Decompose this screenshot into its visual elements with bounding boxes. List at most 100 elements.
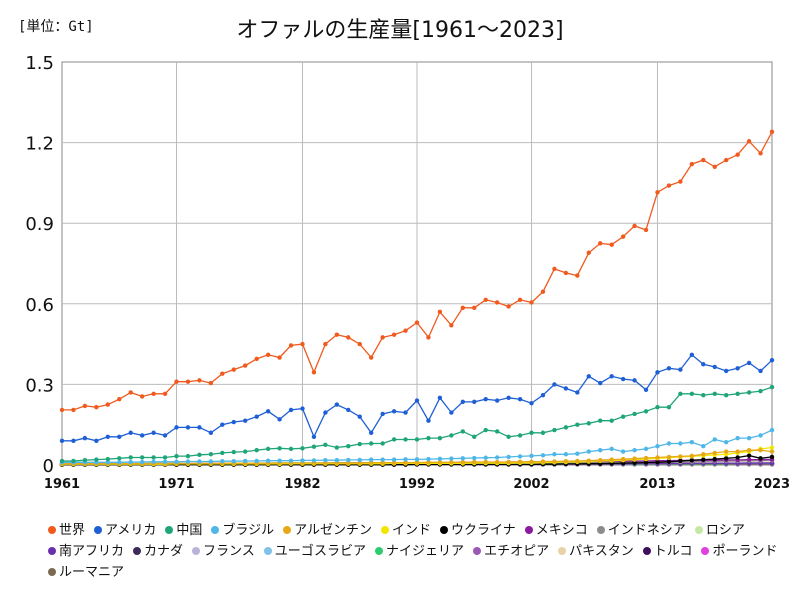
data-point	[357, 441, 362, 447]
data-point	[735, 455, 740, 460]
data-point	[769, 449, 775, 454]
data-point	[758, 433, 763, 438]
x-tick-label: 1971	[158, 477, 194, 492]
data-point	[334, 445, 340, 450]
data-point	[449, 323, 454, 328]
data-point	[437, 309, 443, 315]
data-point	[231, 459, 236, 464]
data-point	[506, 434, 511, 439]
data-point	[334, 332, 340, 337]
data-point	[746, 453, 752, 458]
data-point	[575, 458, 580, 464]
x-tick-label: 2023	[754, 477, 790, 492]
data-point	[128, 459, 133, 465]
data-point	[311, 370, 317, 375]
data-point	[643, 460, 649, 465]
data-point	[529, 300, 534, 305]
unit-label: [単位：Gt]	[18, 19, 94, 35]
data-point	[620, 234, 626, 239]
data-point	[712, 164, 717, 169]
data-point	[243, 449, 248, 454]
data-point	[380, 457, 385, 462]
data-point	[758, 368, 763, 374]
legend-label: ポーランド	[712, 544, 778, 559]
data-point	[609, 418, 614, 423]
legend-item: トルコ	[642, 541, 693, 562]
data-point	[265, 352, 271, 358]
data-point	[323, 442, 328, 448]
data-point	[723, 392, 729, 398]
data-point	[426, 456, 431, 462]
data-point	[460, 305, 466, 311]
data-point	[220, 459, 225, 464]
data-point	[758, 456, 763, 461]
data-point	[254, 458, 259, 464]
data-point	[655, 370, 660, 375]
data-point	[437, 456, 443, 462]
data-point	[769, 129, 775, 135]
legend-item: 世界	[48, 520, 85, 541]
data-point	[403, 457, 408, 462]
data-point	[346, 443, 351, 449]
legend-item: フランス	[192, 541, 255, 562]
data-point	[174, 453, 179, 459]
data-point	[288, 458, 294, 463]
data-point	[632, 448, 637, 453]
data-point	[758, 448, 763, 453]
data-point	[655, 190, 660, 195]
data-point	[517, 459, 523, 464]
data-point	[380, 411, 385, 417]
legend-label: トルコ	[653, 544, 693, 559]
data-point	[185, 425, 191, 430]
data-point	[391, 457, 397, 462]
data-point	[598, 457, 603, 463]
data-point	[586, 421, 591, 426]
data-point	[575, 390, 580, 395]
data-point	[701, 157, 706, 163]
data-point	[403, 460, 408, 465]
data-point	[288, 407, 294, 413]
legend-item: エチオピア	[473, 541, 549, 562]
data-point	[59, 438, 65, 444]
data-point	[59, 458, 65, 464]
data-point	[529, 430, 534, 435]
data-point	[105, 460, 111, 465]
data-point	[311, 458, 317, 463]
data-point	[598, 241, 603, 246]
data-point	[243, 363, 248, 368]
legend-marker	[263, 547, 272, 555]
x-tick-label: 1992	[399, 477, 435, 492]
data-point	[494, 429, 500, 434]
data-point	[666, 405, 672, 410]
data-point	[620, 376, 626, 382]
data-point	[609, 242, 614, 247]
data-point	[403, 437, 408, 442]
data-point	[517, 297, 523, 302]
data-point	[517, 454, 523, 459]
legend-marker	[133, 547, 142, 555]
data-point	[197, 452, 202, 457]
data-point	[323, 457, 328, 463]
data-point	[506, 304, 511, 309]
legend-marker	[440, 526, 449, 534]
data-point	[472, 434, 477, 439]
data-point	[414, 437, 420, 442]
data-point	[529, 453, 534, 459]
data-point	[162, 391, 168, 397]
data-point	[265, 446, 271, 452]
data-point	[563, 459, 569, 464]
data-point	[346, 407, 351, 413]
data-point	[769, 445, 775, 450]
data-point	[666, 454, 672, 460]
data-point	[220, 371, 225, 376]
data-point	[678, 367, 683, 372]
legend-marker	[524, 526, 533, 534]
data-point	[494, 455, 500, 460]
data-point	[701, 457, 706, 462]
data-point	[540, 459, 546, 464]
data-point	[701, 443, 706, 449]
data-point	[701, 392, 706, 398]
legend-label: ウクライナ	[451, 523, 516, 538]
data-point	[94, 457, 99, 462]
data-point	[483, 427, 488, 433]
